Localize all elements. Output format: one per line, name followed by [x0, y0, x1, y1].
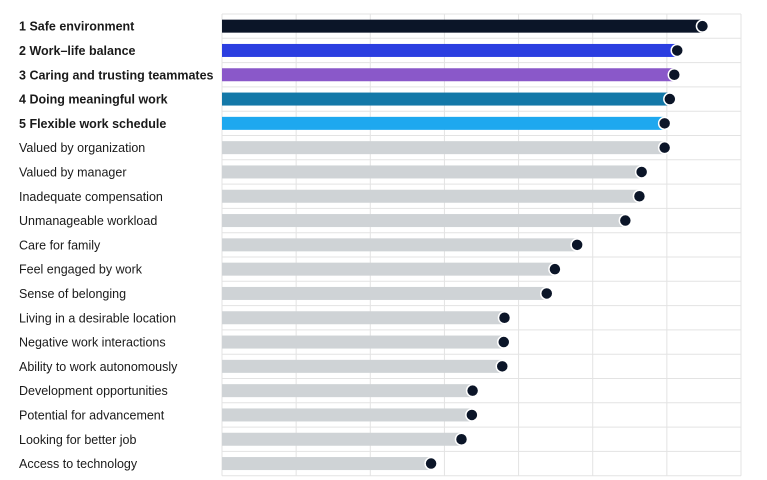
category-rank: 3	[19, 68, 26, 82]
bar-end-dot	[424, 456, 438, 471]
category-name: Work–life balance	[29, 44, 135, 58]
gridlines	[221, 13, 742, 477]
bar	[222, 189, 640, 203]
category-name: Ability to work autonomously	[19, 360, 178, 374]
bar-end-dot	[657, 140, 672, 155]
category-label: Valued by organization	[19, 141, 145, 155]
bar-end-dot	[670, 43, 684, 58]
bar-end-dot	[465, 383, 480, 398]
category-rank: 2	[19, 44, 26, 58]
category-name: Sense of belonging	[19, 287, 126, 301]
category-label: 3 Caring and trusting teammates	[19, 68, 214, 82]
category-name: Caring and trusting teammates	[29, 68, 213, 82]
category-name: Flexible work schedule	[29, 117, 166, 131]
category-name: Valued by organization	[19, 141, 145, 155]
bar	[222, 311, 505, 325]
bars	[222, 19, 710, 471]
category-label: Looking for better job	[19, 433, 136, 447]
category-name: Development opportunities	[19, 384, 168, 398]
bar	[222, 141, 665, 155]
category-rank: 4	[19, 93, 26, 107]
category-rank: 1	[19, 20, 26, 34]
bar-end-dot	[465, 408, 479, 422]
category-name: Potential for advancement	[19, 408, 165, 422]
bar-end-dot	[667, 68, 682, 82]
bar	[222, 384, 473, 398]
category-label: Inadequate compensation	[19, 190, 163, 204]
category-name: Doing meaningful work	[29, 93, 167, 107]
category-name: Care for family	[19, 238, 101, 252]
category-name: Inadequate compensation	[19, 190, 163, 204]
category-name: Safe environment	[29, 20, 135, 34]
category-name: Unmanageable workload	[19, 214, 157, 228]
bar-end-dot	[548, 262, 562, 276]
bar-end-dot	[618, 213, 633, 228]
bar	[222, 68, 675, 82]
bar	[222, 92, 670, 106]
category-label: Feel engaged by work	[19, 263, 143, 277]
category-label: Ability to work autonomously	[19, 360, 178, 374]
bar-end-dot	[632, 189, 647, 203]
category-name: Looking for better job	[19, 433, 136, 447]
bar	[222, 457, 432, 471]
bar-end-dot	[495, 359, 510, 374]
bar-end-dot	[663, 92, 677, 106]
category-name: Living in a desirable location	[19, 311, 176, 325]
category-name: Access to technology	[19, 457, 138, 471]
category-label: Development opportunities	[19, 384, 168, 398]
category-label: Potential for advancement	[19, 408, 165, 422]
bar	[222, 116, 665, 130]
category-label: Sense of belonging	[19, 287, 126, 301]
category-label: Unmanageable workload	[19, 214, 157, 228]
category-label: 1 Safe environment	[19, 20, 135, 34]
category-label: Negative work interactions	[19, 336, 166, 350]
bar	[222, 335, 504, 349]
category-name: Negative work interactions	[19, 336, 166, 350]
category-name: Feel engaged by work	[19, 263, 143, 277]
bar	[222, 19, 703, 33]
bar-end-dot	[695, 19, 710, 33]
category-rank: 5	[19, 117, 26, 131]
bar	[222, 238, 578, 252]
bar	[222, 286, 547, 300]
bar-end-dot	[657, 116, 672, 131]
bar	[222, 165, 642, 179]
category-name: Valued by manager	[19, 165, 126, 179]
bar-end-dot	[497, 311, 512, 325]
bar	[222, 359, 503, 373]
bar	[222, 408, 472, 422]
category-label: Care for family	[19, 238, 101, 252]
bar	[222, 262, 555, 276]
category-label: 2 Work–life balance	[19, 44, 136, 58]
bar	[222, 432, 462, 446]
bar	[222, 214, 626, 228]
bar-end-dot	[634, 165, 649, 179]
category-label: Living in a desirable location	[19, 311, 176, 325]
bar-end-dot	[496, 335, 511, 349]
category-label: 4 Doing meaningful work	[19, 93, 168, 107]
category-label: Access to technology	[19, 457, 138, 471]
bar-end-dot	[570, 238, 584, 252]
bar	[222, 43, 678, 57]
category-label: 5 Flexible work schedule	[19, 117, 166, 131]
category-label: Valued by manager	[19, 165, 126, 179]
bar-end-dot	[454, 432, 469, 446]
bar-end-dot	[539, 286, 554, 301]
